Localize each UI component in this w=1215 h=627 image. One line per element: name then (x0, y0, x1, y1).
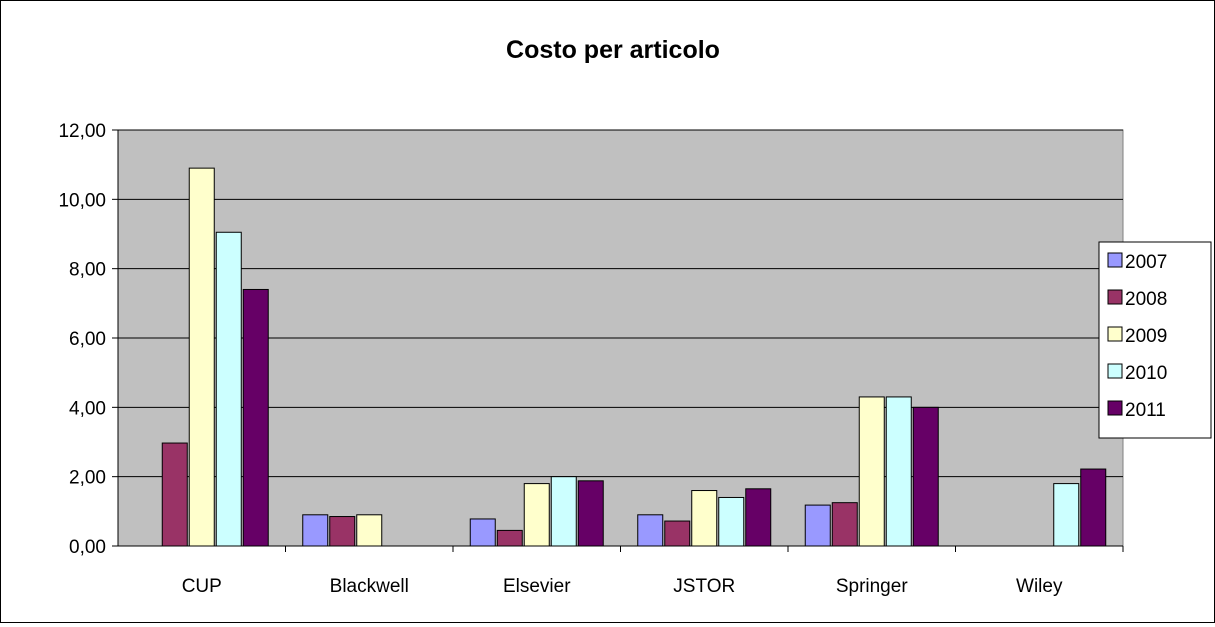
bars (161, 167, 1107, 547)
category-label: Blackwell (330, 576, 409, 597)
legend-swatch-2008 (1107, 289, 1123, 305)
bar-2011-cup (242, 288, 269, 547)
bar-2007-jstor (637, 514, 664, 547)
axes: 0,00 2,00 4,00 6,00 8,00 10,00 12,00 CUP Blackwe… (58, 121, 1124, 597)
gridlines (118, 129, 1123, 478)
bar-2011-jstor (745, 488, 772, 547)
legend-swatch-2010 (1107, 363, 1123, 379)
bar-2009-blackwell (356, 514, 383, 547)
bar-2011-springer (912, 406, 939, 547)
legend-swatch-2007 (1107, 252, 1123, 268)
legend-label-2007: 2007 (1125, 252, 1167, 273)
legend-label-2010: 2010 (1125, 363, 1167, 384)
legend-label-2009: 2009 (1125, 326, 1167, 347)
category-label: JSTOR (673, 576, 735, 597)
bar-2008-cup (161, 442, 188, 547)
bar-2007-elsevier (469, 518, 496, 547)
bar-2009-cup (188, 167, 215, 547)
category-label: Springer (836, 576, 908, 597)
bar-2009-jstor (691, 490, 718, 547)
y-tick-label: 6,00 (69, 329, 106, 350)
bar-2010-wiley (1053, 483, 1080, 547)
bar-2009-springer (858, 396, 885, 547)
y-tick-label: 2,00 (69, 468, 106, 489)
bar-2010-jstor (718, 496, 745, 547)
bar-2007-blackwell (302, 514, 329, 547)
bar-2011-wiley (1080, 468, 1107, 547)
bar-2008-jstor (664, 520, 691, 547)
legend-label-2011: 2011 (1125, 400, 1166, 421)
bar-2010-cup (215, 231, 242, 547)
legend: 2007 2008 2009 2010 2011 (1098, 241, 1212, 439)
chart-title: Costo per articolo (506, 36, 720, 64)
y-tick-label: 4,00 (69, 398, 106, 419)
category-label: CUP (182, 576, 222, 597)
bar-2008-elsevier (496, 529, 523, 547)
legend-swatch-2011 (1107, 400, 1123, 416)
bar-2009-elsevier (523, 483, 550, 547)
y-tick-label: 12,00 (58, 121, 106, 142)
bar-2008-blackwell (329, 516, 356, 547)
y-tick-label: 0,00 (69, 537, 106, 558)
bar-2007-springer (804, 504, 831, 547)
bar-2011-elsevier (577, 480, 604, 547)
category-label: Elsevier (503, 576, 571, 597)
bar-2008-springer (831, 502, 858, 547)
bar-2010-springer (885, 396, 912, 547)
category-label: Wiley (1016, 576, 1063, 597)
legend-swatch-2009 (1107, 326, 1123, 342)
legend-label-2008: 2008 (1125, 289, 1167, 310)
y-tick-label: 8,00 (69, 260, 106, 281)
bar-2010-elsevier (550, 476, 577, 547)
y-tick-label: 10,00 (58, 190, 106, 211)
